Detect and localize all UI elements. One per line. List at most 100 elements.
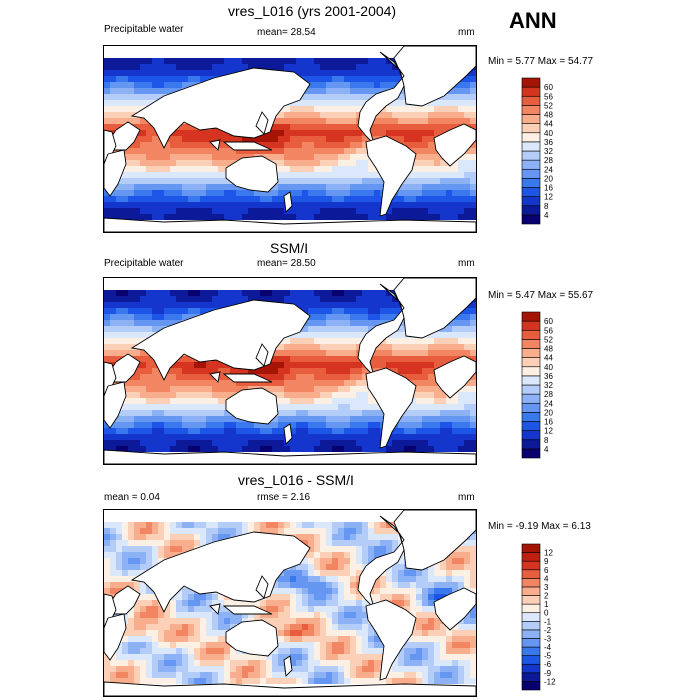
field-cell [452, 564, 459, 571]
field-cell [410, 136, 417, 143]
field-cell [116, 546, 123, 553]
field-cell [458, 570, 465, 577]
field-cell [278, 398, 285, 405]
field-cell [110, 332, 117, 339]
field-cell [326, 404, 333, 411]
field-cell [116, 124, 123, 131]
field-cell [128, 308, 135, 315]
panel3-rmse-label: rmse = 2.16 [257, 492, 311, 503]
field-cell [314, 350, 321, 357]
field-cell [188, 208, 195, 215]
field-cell [170, 380, 177, 387]
field-cell [404, 356, 411, 363]
field-cell [260, 528, 267, 535]
colorbar-tick-label: 40 [544, 129, 553, 138]
field-cell [206, 208, 213, 215]
field-cell [428, 344, 435, 351]
field-cell [188, 136, 195, 143]
field-cell [410, 594, 417, 601]
field-cell [356, 142, 363, 149]
field-cell [326, 576, 333, 583]
field-cell [464, 106, 471, 113]
field-cell [422, 350, 429, 357]
field-cell [194, 380, 201, 387]
field-cell [188, 398, 195, 405]
field-cell [326, 446, 333, 453]
field-cell [266, 148, 273, 155]
field-cell [410, 428, 417, 435]
field-cell [362, 308, 369, 315]
field-cell [158, 534, 165, 541]
field-cell [452, 202, 459, 209]
field-cell [170, 398, 177, 405]
field-cell [344, 428, 351, 435]
field-cell [326, 588, 333, 595]
field-cell [212, 172, 219, 179]
field-cell [290, 386, 297, 393]
field-cell [398, 440, 405, 447]
field-cell [110, 124, 117, 131]
field-cell [224, 208, 231, 215]
field-cell [326, 190, 333, 197]
field-cell [104, 332, 111, 339]
field-cell [284, 124, 291, 131]
field-cell [464, 344, 471, 351]
field-cell [242, 440, 249, 447]
field-cell [434, 434, 441, 441]
field-cell [380, 546, 387, 553]
field-cell [362, 434, 369, 441]
field-cell [368, 320, 375, 327]
field-cell [314, 166, 321, 173]
field-cell [350, 582, 357, 589]
field-cell [470, 338, 476, 345]
field-cell [236, 380, 243, 387]
field-cell [410, 362, 417, 369]
field-cell [158, 314, 165, 321]
field-cell [164, 528, 171, 535]
field-cell [158, 302, 165, 309]
field-cell [314, 148, 321, 155]
field-cell [242, 422, 249, 429]
field-cell [296, 338, 303, 345]
field-cell [188, 374, 195, 381]
field-cell [302, 558, 309, 565]
field-cell [140, 446, 147, 453]
field-cell [254, 196, 261, 203]
field-cell [188, 148, 195, 155]
field-cell [212, 386, 219, 393]
field-cell [152, 302, 159, 309]
field-cell [458, 178, 465, 185]
field-cell [164, 82, 171, 89]
field-cell [182, 166, 189, 173]
field-cell [302, 416, 309, 423]
field-cell [326, 148, 333, 155]
field-cell [392, 600, 399, 607]
field-cell [104, 422, 111, 429]
field-cell [392, 308, 399, 315]
field-cell [134, 434, 141, 441]
field-cell [128, 202, 135, 209]
field-cell [368, 208, 375, 215]
field-cell [200, 434, 207, 441]
field-cell [326, 356, 333, 363]
field-cell [236, 208, 243, 215]
field-cell [188, 82, 195, 89]
field-cell [458, 190, 465, 197]
field-cell [338, 124, 345, 131]
field-cell [380, 594, 387, 601]
field-cell [128, 422, 135, 429]
field-cell [362, 540, 369, 547]
field-cell [440, 178, 447, 185]
field-cell [332, 374, 339, 381]
field-cell [302, 522, 309, 529]
field-cell [344, 106, 351, 113]
field-cell [200, 214, 207, 221]
field-cell [332, 558, 339, 565]
field-cell [464, 320, 471, 327]
season-label: ANN [509, 8, 557, 33]
field-cell [374, 320, 381, 327]
field-cell [422, 106, 429, 113]
field-cell [338, 94, 345, 101]
continent-outline [104, 361, 117, 395]
field-cell [296, 214, 303, 221]
